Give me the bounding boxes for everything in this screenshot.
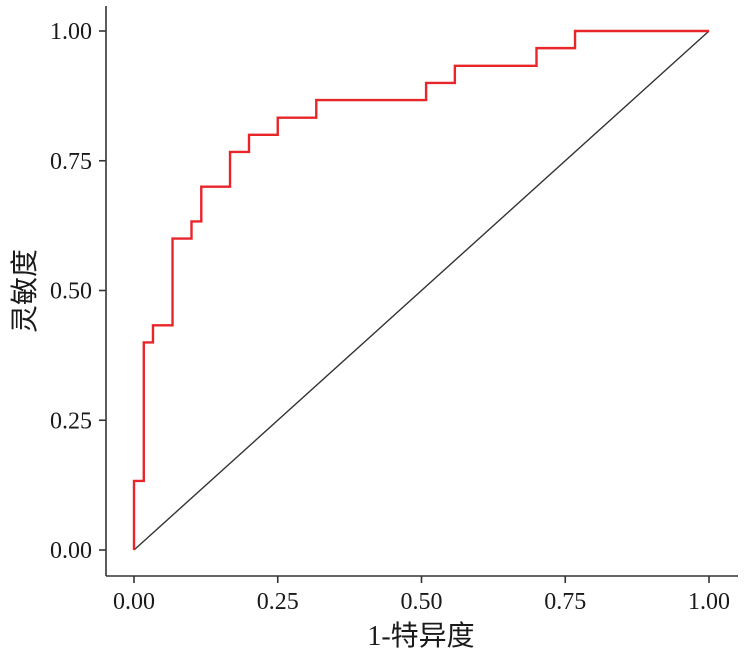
x-tick-label: 0.75 [544,589,586,615]
y-tick-label: 0.50 [50,279,92,305]
y-tick-label: 0.00 [50,538,92,564]
y-tick-label: 1.00 [50,19,92,45]
x-tick-label: 0.50 [401,589,443,615]
x-tick-label: 0.00 [113,589,155,615]
roc-curve-line [132,29,709,550]
x-tick-label: 0.25 [257,589,299,615]
plot-area [132,29,710,551]
y-tick-label: 0.75 [50,149,92,175]
reference-diagonal-line [133,30,710,551]
y-axis-title: 灵敏度 [9,249,41,333]
ticks: 0.00 0.25 0.50 0.75 1.00 0.00 0.25 0.50 0.75 1.00 [50,19,730,615]
y-tick-label: 0.25 [50,408,92,434]
x-tick-label: 1.00 [688,589,730,615]
x-axis-title: 1-特异度 [367,620,474,652]
